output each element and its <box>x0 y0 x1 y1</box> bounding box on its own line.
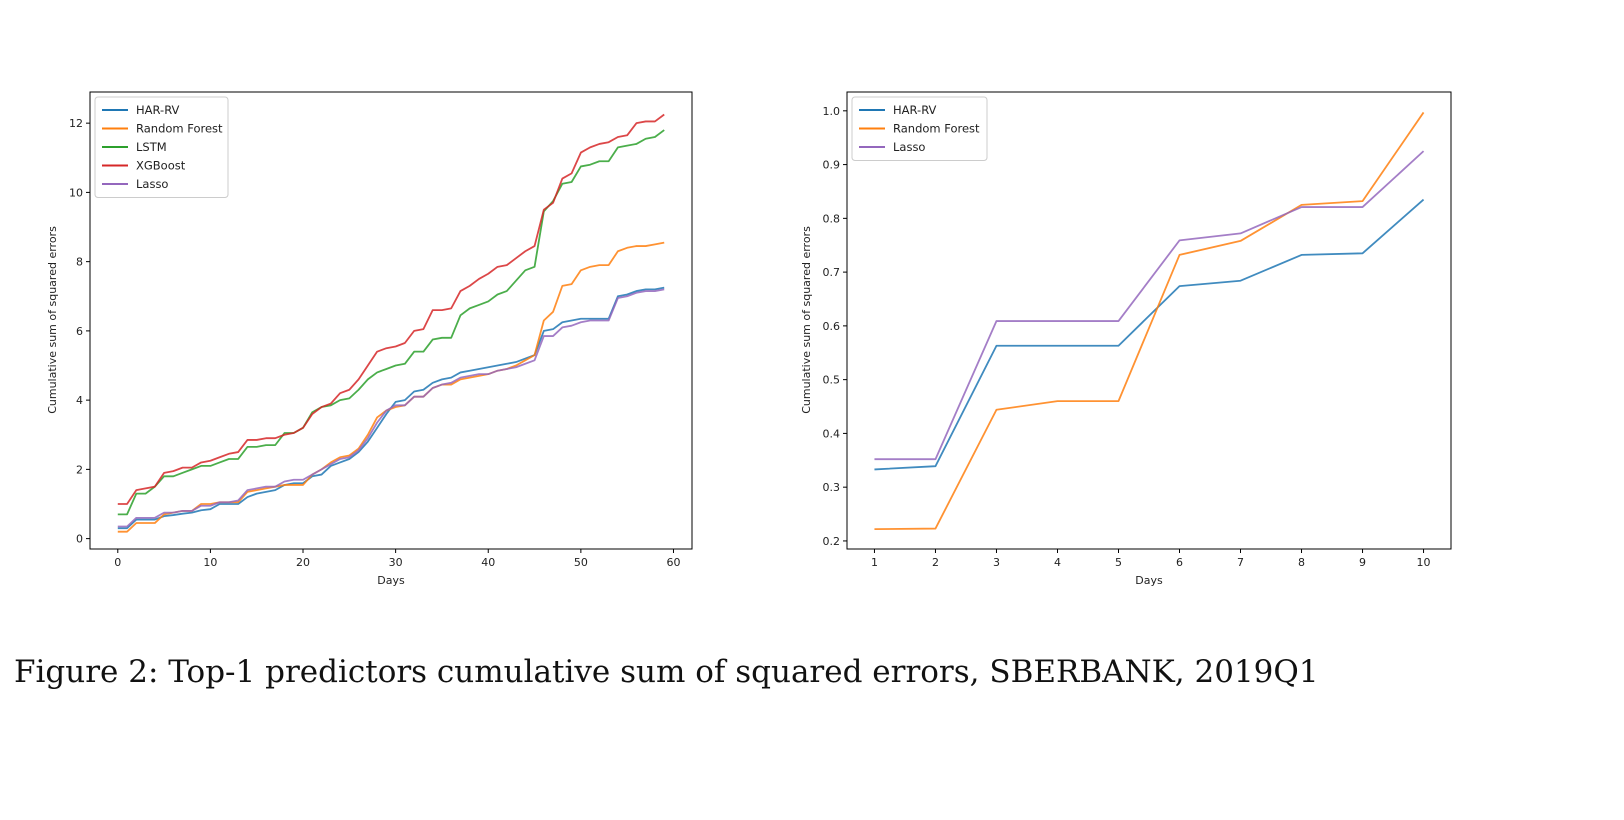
right-x-tick-label: 8 <box>1298 556 1305 569</box>
left-legend-entry: LSTM <box>136 140 167 154</box>
right-y-tick-label: 0.9 <box>823 159 841 172</box>
right-y-ticks: 0.2 0.3 0.4 0.5 0.6 0.7 0.8 0.9 1.0 <box>823 105 847 548</box>
left-y-axis-label: Cumulative sum of squared errors <box>46 226 59 414</box>
right-x-tick-label: 9 <box>1359 556 1366 569</box>
left-series-line-lasso <box>117 288 665 528</box>
left-series-line-random-forest <box>117 241 665 533</box>
right-x-ticks: 1 2 3 4 5 6 7 8 9 10 <box>871 549 1431 569</box>
right-legend-entry: HAR-RV <box>893 103 937 117</box>
right-x-tick-label: 5 <box>1115 556 1122 569</box>
left-y-tick-label: 8 <box>76 256 83 269</box>
right-x-tick-label: 2 <box>932 556 939 569</box>
left-legend: HAR-RV Random Forest LSTM XGBoost Lasso <box>94 96 229 198</box>
right-legend: HAR-RV Random Forest Lasso <box>851 96 988 161</box>
left-y-tick-label: 0 <box>76 533 83 546</box>
right-plot-area <box>874 111 1425 531</box>
left-y-tick-label: 10 <box>69 186 83 199</box>
right-series-line-har-rv <box>874 198 1425 471</box>
right-y-tick-label: 0.8 <box>823 212 841 225</box>
right-x-tick-label: 6 <box>1176 556 1183 569</box>
left-y-tick-label: 2 <box>76 463 83 476</box>
right-y-tick-label: 0.5 <box>823 374 841 387</box>
right-y-axis-label: Cumulative sum of squared errors <box>800 226 813 414</box>
right-legend-entry: Random Forest <box>893 122 980 136</box>
right-y-tick-label: 0.3 <box>823 481 841 494</box>
right-x-tick-label: 1 <box>871 556 878 569</box>
left-x-tick-label: 20 <box>296 556 310 569</box>
right-x-tick-label: 4 <box>1054 556 1061 569</box>
right-x-tick-label: 7 <box>1237 556 1244 569</box>
right-series-line-random-forest <box>874 111 1425 531</box>
left-x-tick-label: 40 <box>481 556 495 569</box>
left-y-tick-label: 6 <box>76 325 83 338</box>
right-legend-box <box>851 96 988 161</box>
left-x-tick-label: 10 <box>203 556 217 569</box>
left-legend-entry: Lasso <box>136 177 168 191</box>
left-legend-entry: Random Forest <box>136 122 223 136</box>
right-series-line-lasso <box>874 150 1425 461</box>
left-y-tick-label: 4 <box>76 394 83 407</box>
right-legend-entry: Lasso <box>893 140 925 154</box>
left-x-tick-label: 50 <box>574 556 588 569</box>
left-legend-box <box>94 96 229 198</box>
left-x-tick-label: 0 <box>114 556 121 569</box>
left-series-line-lstm <box>117 129 665 516</box>
right-y-tick-label: 0.2 <box>823 535 841 548</box>
right-axes-frame <box>846 91 1452 550</box>
right-y-tick-label: 0.6 <box>823 320 841 333</box>
left-legend-entry: HAR-RV <box>136 103 180 117</box>
figure-caption: Figure 2: Top-1 predictors cumulative su… <box>14 654 1319 690</box>
left-y-ticks: 0 2 4 6 8 10 12 <box>69 117 90 546</box>
right-y-tick-label: 0.4 <box>823 427 841 440</box>
left-chart: 0 10 20 30 40 50 60 0 2 4 6 8 10 12 Days Cumulative … <box>46 91 693 587</box>
left-x-ticks: 0 10 20 30 40 50 60 <box>114 549 680 569</box>
right-chart: 1 2 3 4 5 6 7 8 9 10 0.20.30.40.50.60.70.80.91.0 … <box>800 91 1452 587</box>
right-x-tick-label: 3 <box>993 556 1000 569</box>
right-x-axis-label: Days <box>1135 574 1163 587</box>
left-series-line-xgboost <box>117 113 665 505</box>
left-legend-entry: XGBoost <box>136 159 186 173</box>
left-y-tick-label: 12 <box>69 117 83 130</box>
left-axes-frame <box>89 91 693 550</box>
right-y-tick-label: 1.0 <box>823 105 841 118</box>
left-x-tick-label: 60 <box>666 556 680 569</box>
left-x-axis-label: Days <box>377 574 405 587</box>
left-plot-area <box>117 113 665 533</box>
right-x-tick-label: 10 <box>1417 556 1431 569</box>
right-y-tick-label: 0.7 <box>823 266 841 279</box>
left-x-tick-label: 30 <box>389 556 403 569</box>
